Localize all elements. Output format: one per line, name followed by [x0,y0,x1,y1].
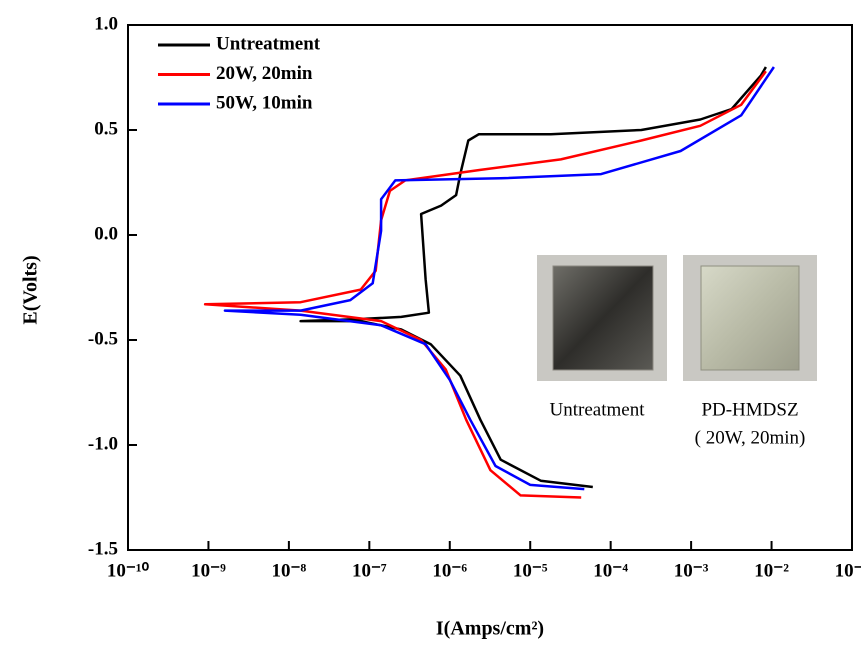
photo-treated [700,265,800,371]
y-tick-label: 0.0 [94,223,118,244]
y-tick-label: -1.5 [88,538,118,559]
y-axis-title: E(Volts) [20,255,42,324]
x-tick-label: 10⁻⁸ [272,560,307,581]
y-tick-label: 0.5 [94,118,118,139]
x-tick-label: 10⁻⁴ [593,560,628,581]
plot-frame [127,24,853,551]
annotation: Untreatment [550,399,646,420]
series-line [203,70,767,499]
y-tick-label: 1.0 [94,13,118,34]
x-tick-label: 10⁻¹ [835,560,861,581]
series-line [223,66,775,491]
x-tick-label: 10⁻⁶ [432,560,467,581]
annotation: ( 20W, 20min) [695,427,806,448]
y-tick-label: -1.0 [88,433,118,454]
photo-untreated [552,265,654,371]
x-tick-label: 10⁻² [754,560,789,581]
legend-label: Untreatment [216,33,321,54]
x-tick-label: 10⁻³ [674,560,709,581]
legend-label: 20W, 20min [216,63,313,84]
x-axis-title: I(Amps/cm²) [436,618,544,640]
x-tick-label: 10⁻¹⁰ [107,560,150,581]
series-line [299,66,767,489]
x-tick-label: 10⁻⁷ [352,560,387,581]
x-tick-label: 10⁻⁵ [513,560,548,581]
y-tick-label: -0.5 [88,328,118,349]
x-tick-label: 10⁻⁹ [191,560,226,581]
annotation: PD-HMDSZ [701,399,798,420]
legend-label: 50W, 10min [216,92,313,113]
